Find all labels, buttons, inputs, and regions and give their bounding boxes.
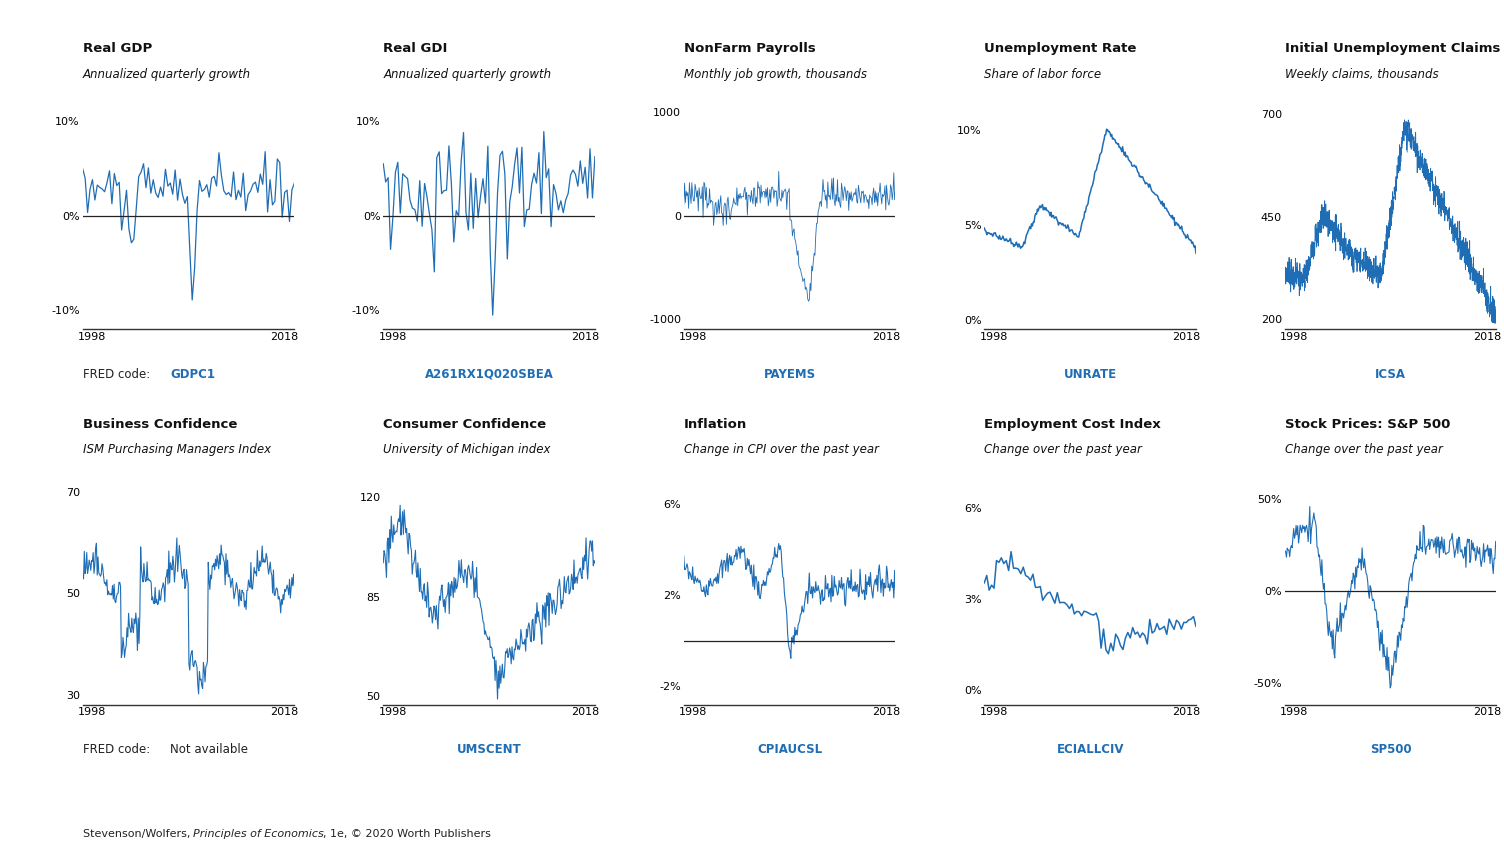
Text: Real GDP: Real GDP <box>83 42 152 55</box>
Text: Not available: Not available <box>170 743 248 756</box>
Text: NonFarm Payrolls: NonFarm Payrolls <box>684 42 815 55</box>
Text: UMSCENT: UMSCENT <box>457 743 522 756</box>
Text: Consumer Confidence: Consumer Confidence <box>384 418 546 430</box>
Text: ICSA: ICSA <box>1375 368 1406 380</box>
Text: Stevenson/Wolfers,: Stevenson/Wolfers, <box>83 829 194 839</box>
Text: A261RX1Q020SBEA: A261RX1Q020SBEA <box>424 368 553 380</box>
Text: Initial Unemployment Claims: Initial Unemployment Claims <box>1284 42 1499 55</box>
Text: PAYEMS: PAYEMS <box>764 368 815 380</box>
Text: FRED code:: FRED code: <box>83 368 153 380</box>
Text: UNRATE: UNRATE <box>1063 368 1116 380</box>
Text: , 1e, © 2020 Worth Publishers: , 1e, © 2020 Worth Publishers <box>323 829 492 839</box>
Text: Change over the past year: Change over the past year <box>984 443 1142 456</box>
Text: ECIALLCIV: ECIALLCIV <box>1056 743 1123 756</box>
Text: Employment Cost Index: Employment Cost Index <box>984 418 1161 430</box>
Text: Share of labor force: Share of labor force <box>984 68 1101 81</box>
Text: Unemployment Rate: Unemployment Rate <box>984 42 1137 55</box>
Text: Monthly job growth, thousands: Monthly job growth, thousands <box>684 68 866 81</box>
Text: University of Michigan index: University of Michigan index <box>384 443 550 456</box>
Text: CPIAUCSL: CPIAUCSL <box>757 743 823 756</box>
Text: ISM Purchasing Managers Index: ISM Purchasing Managers Index <box>83 443 271 456</box>
Text: SP500: SP500 <box>1370 743 1411 756</box>
Text: Weekly claims, thousands: Weekly claims, thousands <box>1284 68 1438 81</box>
Text: FRED code:: FRED code: <box>83 743 153 756</box>
Text: Change in CPI over the past year: Change in CPI over the past year <box>684 443 878 456</box>
Text: GDPC1: GDPC1 <box>170 368 215 380</box>
Text: Principles of Economics: Principles of Economics <box>193 829 323 839</box>
Text: Annualized quarterly growth: Annualized quarterly growth <box>384 68 552 81</box>
Text: Change over the past year: Change over the past year <box>1284 443 1442 456</box>
Text: Business Confidence: Business Confidence <box>83 418 238 430</box>
Text: Inflation: Inflation <box>684 418 747 430</box>
Text: Real GDI: Real GDI <box>384 42 448 55</box>
Text: Annualized quarterly growth: Annualized quarterly growth <box>83 68 251 81</box>
Text: Stock Prices: S&P 500: Stock Prices: S&P 500 <box>1284 418 1450 430</box>
